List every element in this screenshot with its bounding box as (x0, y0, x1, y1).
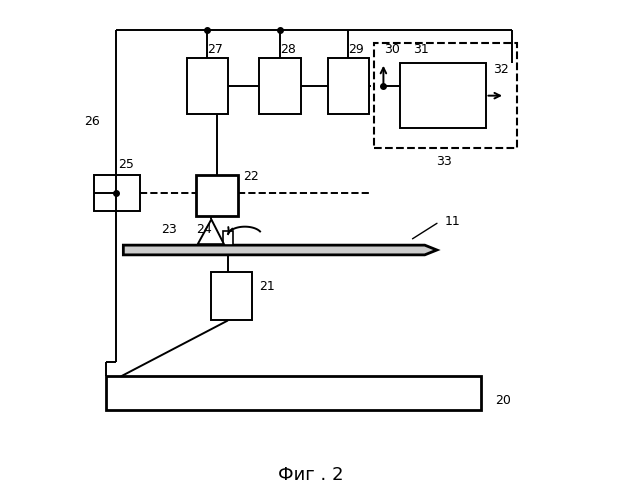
Text: 25: 25 (119, 158, 134, 172)
Text: 29: 29 (348, 43, 364, 56)
Polygon shape (197, 220, 224, 244)
Bar (106, 376, 481, 410)
Text: 23: 23 (161, 223, 176, 236)
Text: 21: 21 (260, 280, 275, 293)
Text: 26: 26 (84, 114, 100, 128)
Bar (196, 174, 238, 216)
Bar (223, 230, 233, 245)
Polygon shape (124, 245, 437, 255)
Bar (401, 63, 486, 128)
Bar (260, 58, 301, 114)
Bar (94, 174, 140, 211)
Bar (186, 58, 228, 114)
Text: 31: 31 (412, 43, 428, 56)
Text: Фиг . 2: Фиг . 2 (278, 466, 343, 483)
Bar (374, 44, 517, 148)
Bar (327, 58, 369, 114)
Bar (211, 272, 252, 320)
Text: 30: 30 (384, 43, 401, 56)
Text: 32: 32 (493, 62, 509, 76)
Text: 27: 27 (207, 43, 224, 56)
Text: 24: 24 (196, 223, 212, 236)
Text: 11: 11 (444, 216, 460, 228)
Text: 20: 20 (495, 394, 511, 407)
Text: 33: 33 (436, 155, 451, 168)
Text: 22: 22 (243, 170, 259, 182)
Text: 28: 28 (280, 43, 296, 56)
